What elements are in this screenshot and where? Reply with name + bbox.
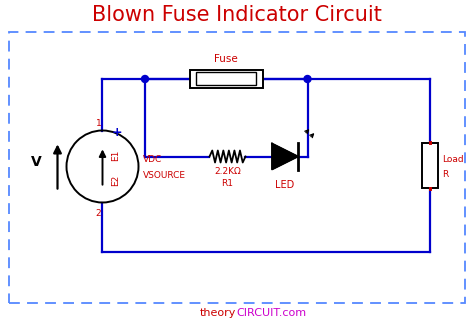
Text: R1: R1 <box>221 179 234 188</box>
Text: 2: 2 <box>96 209 101 217</box>
Text: V: V <box>31 155 41 168</box>
Polygon shape <box>272 144 298 169</box>
Text: Blown Fuse Indicator Circuit: Blown Fuse Indicator Circuit <box>92 5 382 25</box>
Text: CIRCUIT.com: CIRCUIT.com <box>236 308 306 318</box>
Text: 2.2KΩ: 2.2KΩ <box>214 168 241 177</box>
Bar <box>196 73 256 86</box>
Text: E1: E1 <box>111 150 120 161</box>
Bar <box>422 143 438 188</box>
Text: LED: LED <box>275 180 295 191</box>
Text: 1: 1 <box>96 119 101 128</box>
Circle shape <box>142 75 148 83</box>
Text: theory: theory <box>200 308 236 318</box>
Text: Fuse: Fuse <box>214 54 238 64</box>
Bar <box>190 70 263 88</box>
Text: VDC: VDC <box>143 155 162 164</box>
Text: E2: E2 <box>111 175 120 186</box>
Circle shape <box>304 75 311 83</box>
Text: R: R <box>442 170 448 179</box>
Text: +: + <box>111 126 122 140</box>
Text: Load: Load <box>442 155 464 164</box>
Text: VSOURCE: VSOURCE <box>143 171 185 180</box>
